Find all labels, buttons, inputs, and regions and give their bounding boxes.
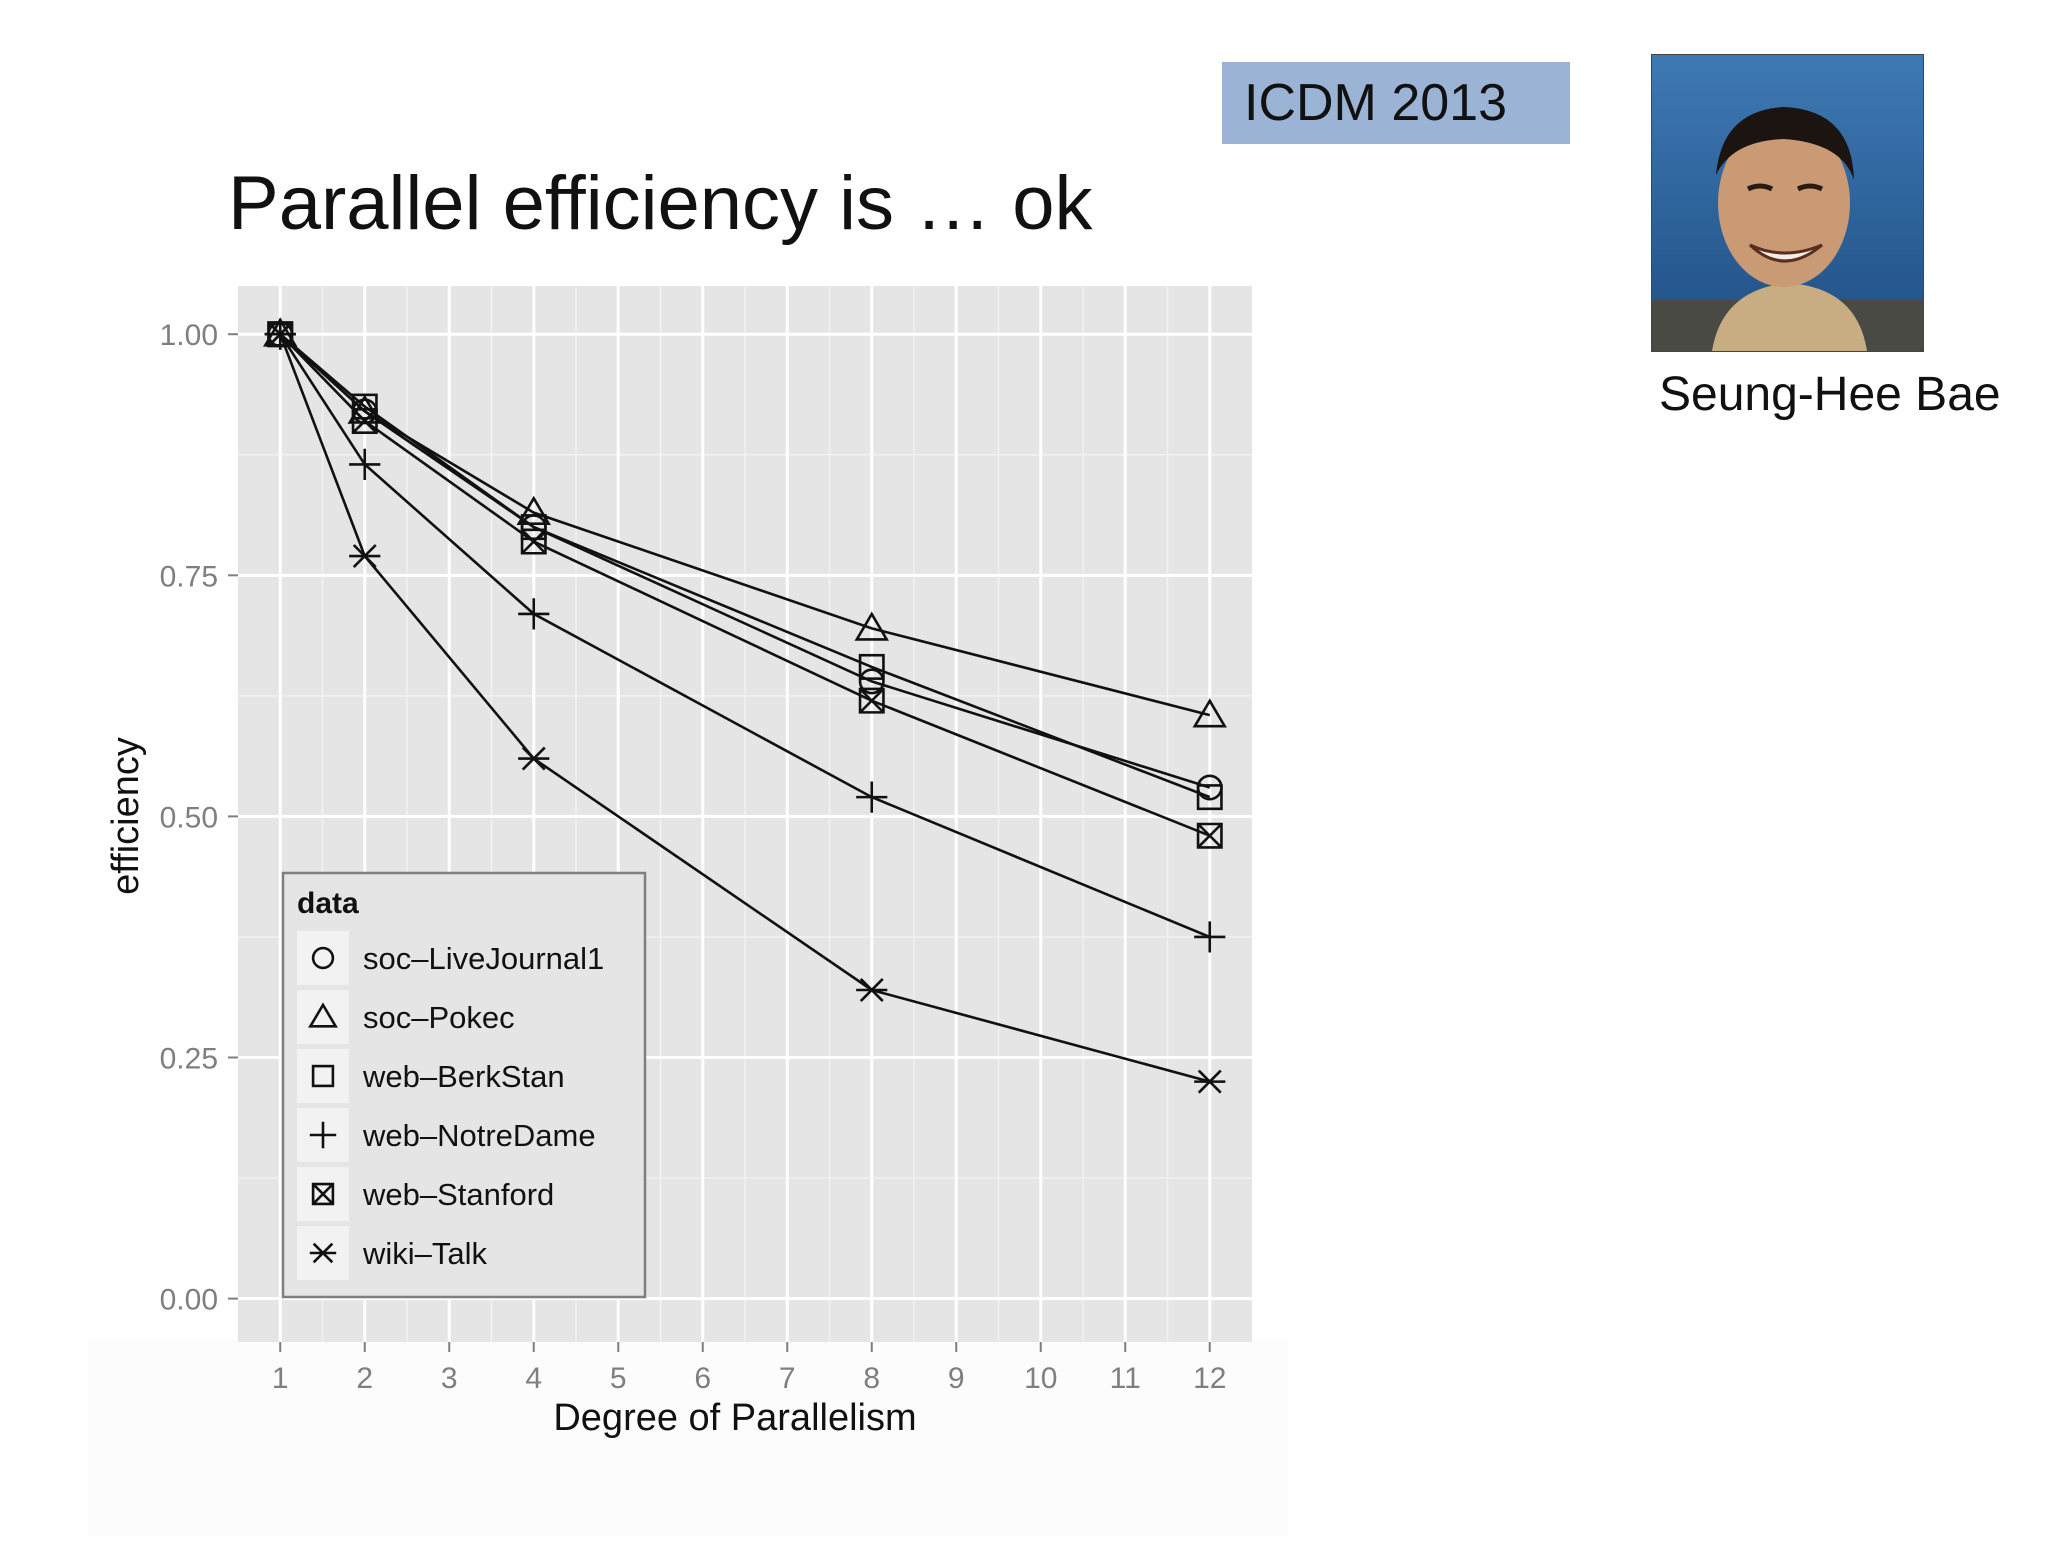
person-photo xyxy=(1651,54,1924,352)
marker-square-x xyxy=(858,687,885,714)
plot-shadow-area xyxy=(88,1340,1288,1536)
marker-asterisk xyxy=(309,1242,337,1264)
legend-label: web–BerkStan xyxy=(362,1059,565,1094)
x-tick-label: 1 xyxy=(272,1362,289,1395)
marker-square-x xyxy=(520,528,547,555)
y-tick-label: 0.50 xyxy=(160,801,218,834)
marker-square xyxy=(858,653,885,680)
x-tick-label: 3 xyxy=(441,1362,458,1395)
marker-circle xyxy=(858,668,885,695)
marker-square-x xyxy=(1196,822,1223,849)
conference-label: ICDM 2013 xyxy=(1244,74,1507,132)
legend-key-bg xyxy=(297,931,349,985)
marker-square xyxy=(520,514,547,541)
marker-plus xyxy=(1194,921,1226,953)
marker-plus xyxy=(309,1121,337,1149)
marker-square-x xyxy=(311,1182,335,1206)
marker-square-x xyxy=(351,408,378,435)
marker-square xyxy=(311,1064,335,1088)
marker-asterisk xyxy=(349,544,381,568)
marker-square xyxy=(1196,784,1223,811)
legend-label: soc–Pokec xyxy=(363,1000,515,1035)
legend-label: wiki–Talk xyxy=(362,1236,488,1271)
marker-triangle xyxy=(308,1002,338,1028)
x-tick-label: 11 xyxy=(1110,1362,1141,1395)
marker-plus xyxy=(349,448,381,481)
series-markers xyxy=(263,317,1227,1094)
x-tick-label: 6 xyxy=(694,1362,711,1395)
x-tick-label: 8 xyxy=(863,1362,880,1395)
x-tick-label: 2 xyxy=(356,1362,373,1395)
marker-asterisk xyxy=(264,322,296,347)
legend-key-bg xyxy=(297,1049,349,1103)
legend-label: web–NotreDame xyxy=(362,1118,596,1153)
y-tick-label: 1.00 xyxy=(160,319,218,352)
marker-asterisk xyxy=(856,978,888,1002)
conference-badge: ICDM 2013 xyxy=(1222,62,1570,144)
marker-asterisk xyxy=(1194,1069,1226,1094)
portrait-image xyxy=(1652,55,1923,351)
slide-title: Parallel efficiency is … ok xyxy=(228,161,1093,246)
y-tick-label: 0.75 xyxy=(160,560,218,593)
marker-triangle xyxy=(1192,698,1227,728)
marker-plus xyxy=(856,781,888,813)
x-tick-label: 9 xyxy=(948,1362,965,1395)
y-tick-label: 0.00 xyxy=(160,1284,218,1317)
x-tick-label: 12 xyxy=(1193,1362,1226,1395)
x-tick-label: 7 xyxy=(779,1362,796,1395)
series-line xyxy=(279,333,1211,717)
y-tick-label: 0.25 xyxy=(160,1043,218,1076)
marker-plus xyxy=(518,598,550,630)
x-axis-label: Degree of Parallelism xyxy=(553,1397,916,1439)
marker-circle xyxy=(311,946,335,970)
x-tick-label: 4 xyxy=(525,1362,542,1395)
legend-title: data xyxy=(297,887,359,920)
x-tick-label: 10 xyxy=(1024,1362,1057,1395)
marker-triangle xyxy=(854,611,889,641)
series-line xyxy=(279,333,1211,799)
legend-label: web–Stanford xyxy=(362,1177,554,1212)
legend-key-bg xyxy=(297,990,349,1044)
y-axis-label: efficiency xyxy=(105,737,147,895)
marker-asterisk xyxy=(518,746,550,771)
marker-square xyxy=(351,393,378,420)
axes: 1 2 3 4 5 6 7 8 9 10 11 120.000.250.500.751.00 xyxy=(160,319,1227,1395)
person-name: Seung-Hee Bae xyxy=(1659,368,2001,421)
marker-triangle xyxy=(516,495,551,525)
x-tick-label: 5 xyxy=(610,1362,627,1395)
legend-label: soc–LiveJournal1 xyxy=(363,941,604,976)
